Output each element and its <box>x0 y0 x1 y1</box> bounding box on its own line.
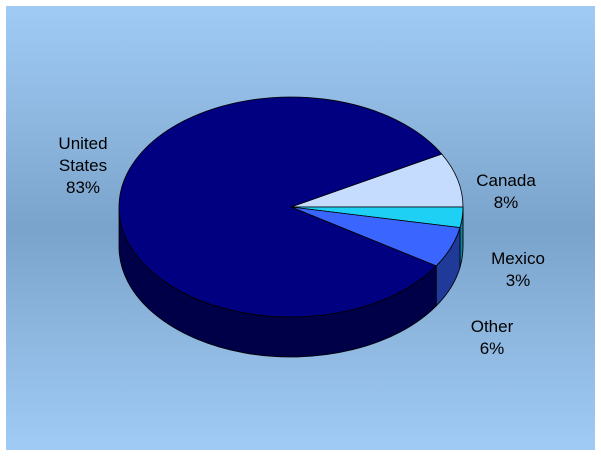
label-united-states-line1: United <box>58 134 108 153</box>
pie-slice-united-states <box>118 96 443 318</box>
label-united-states-percent: 83% <box>65 178 101 197</box>
label-canada-percent: 8% <box>493 193 519 212</box>
label-other-name: Other <box>470 317 514 336</box>
label-other-percent: 6% <box>479 339 505 358</box>
label-united-states-line2: States <box>58 156 108 175</box>
label-mexico-name: Mexico <box>491 249 545 268</box>
label-mexico-percent: 3% <box>505 271 531 290</box>
label-canada-name: Canada <box>476 171 536 190</box>
label-canada: Canada 8% <box>466 170 546 214</box>
label-other: Other 6% <box>452 316 532 360</box>
label-united-states: United States 83% <box>48 133 118 199</box>
label-mexico: Mexico 3% <box>478 248 558 292</box>
